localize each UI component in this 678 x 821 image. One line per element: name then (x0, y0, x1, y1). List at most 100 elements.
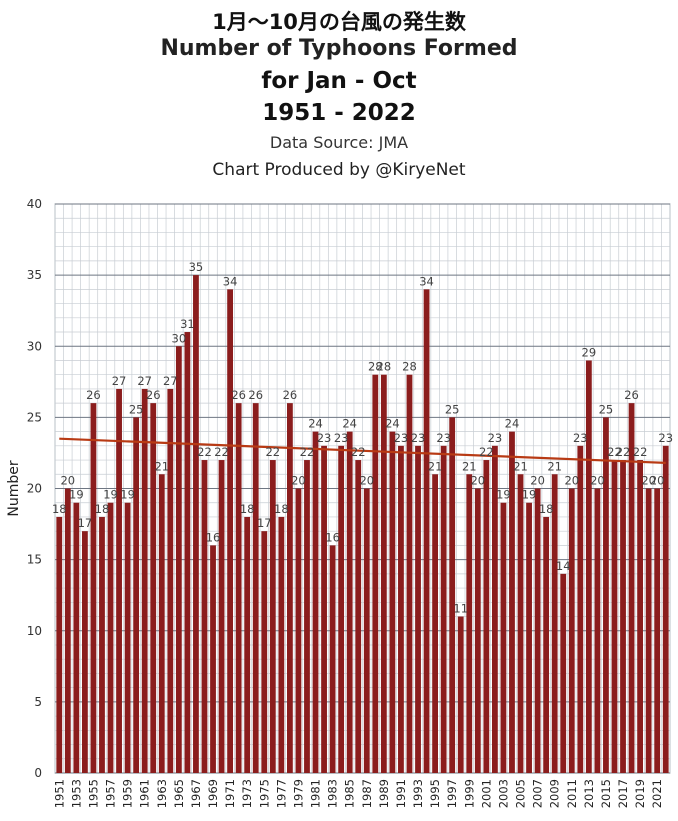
data-label: 22 (214, 445, 229, 459)
bar (244, 516, 251, 773)
bar (312, 431, 319, 773)
chart-subtitle-period: for Jan - Oct (261, 68, 417, 94)
data-label: 30 (172, 331, 187, 345)
x-tick-label: 1961 (138, 779, 152, 808)
x-tick-label: 1971 (223, 779, 237, 808)
bar (372, 374, 379, 773)
data-label: 22 (479, 445, 494, 459)
trend-line (59, 437, 666, 464)
bar (286, 403, 293, 773)
data-label: 28 (368, 360, 383, 374)
data-label: 26 (248, 388, 263, 402)
data-label: 24 (505, 417, 520, 431)
data-label: 22 (265, 445, 280, 459)
chart-subtitle-years: 1951 - 2022 (262, 100, 416, 126)
y-tick-label: 30 (27, 339, 42, 353)
x-tick-label: 2021 (650, 779, 664, 808)
data-label: 27 (137, 374, 152, 388)
x-tick-label: 1957 (104, 779, 118, 808)
bar (346, 431, 353, 773)
data-label: 24 (385, 417, 400, 431)
x-tick-label: 2005 (514, 779, 528, 808)
x-tick-label: 1995 (428, 779, 442, 808)
data-label: 18 (240, 502, 255, 516)
bar (534, 488, 541, 773)
bar (457, 616, 464, 773)
bar (406, 374, 413, 773)
bar (295, 488, 302, 773)
bar (440, 445, 447, 773)
bar (261, 531, 268, 773)
x-tick-label: 2007 (531, 779, 545, 808)
data-label: 20 (291, 474, 306, 488)
bar (398, 445, 404, 773)
data-label: 23 (317, 431, 332, 445)
x-tick-label: 1959 (121, 779, 135, 808)
data-label: 29 (582, 345, 597, 359)
data-label: 21 (462, 459, 477, 473)
data-label: 22 (300, 445, 315, 459)
x-tick-label: 1999 (462, 779, 476, 808)
x-tick-label: 1953 (69, 779, 83, 808)
data-label: 22 (351, 445, 366, 459)
bar (483, 460, 490, 773)
data-label: 28 (377, 360, 392, 374)
bar (99, 516, 105, 773)
x-tick-label: 1983 (326, 779, 340, 808)
data-label: 20 (590, 474, 605, 488)
bar (304, 460, 310, 773)
data-label: 23 (436, 431, 451, 445)
x-tick-label: 1977 (274, 779, 288, 808)
data-label: 19 (496, 488, 511, 502)
x-tick-label: 1993 (411, 779, 425, 808)
bar (167, 388, 174, 773)
data-label: 26 (86, 388, 101, 402)
bar (175, 346, 182, 773)
x-tick-label: 2013 (582, 779, 596, 808)
y-tick-label: 15 (27, 553, 42, 567)
x-tick-label: 1987 (360, 779, 374, 808)
bar (193, 275, 199, 773)
trend (59, 437, 666, 464)
data-label: 26 (231, 388, 246, 402)
data-label: 20 (564, 474, 579, 488)
bar (184, 332, 191, 773)
bar (551, 474, 558, 773)
x-tick-label: 2009 (548, 779, 562, 808)
data-label: 20 (530, 474, 545, 488)
data-label: 23 (394, 431, 409, 445)
data-label: 22 (633, 445, 648, 459)
y-tick-label: 25 (27, 410, 42, 424)
bar (201, 460, 208, 773)
data-label: 23 (411, 431, 426, 445)
bar (227, 289, 234, 773)
data-label: 21 (513, 459, 528, 473)
data-label: 19 (69, 488, 84, 502)
bar (133, 417, 140, 773)
data-label: 24 (342, 417, 357, 431)
data-label: 22 (197, 445, 212, 459)
chart-credit: Chart Produced by @KiryeNet (212, 160, 466, 180)
bar (415, 445, 421, 773)
data-label: 25 (129, 402, 144, 416)
x-tick-label: 1955 (86, 779, 100, 808)
data-label: 18 (539, 502, 554, 516)
data-label: 35 (189, 260, 204, 274)
x-tick-label: 1967 (189, 779, 203, 808)
data-label: 14 (556, 559, 571, 573)
data-label: 27 (112, 374, 127, 388)
bar (355, 460, 362, 773)
bar (491, 445, 498, 773)
bar (594, 488, 601, 773)
bar (338, 445, 345, 773)
data-label: 17 (257, 516, 272, 530)
y-tick-label: 20 (27, 482, 42, 496)
data-label: 22 (616, 445, 631, 459)
x-tick-label: 1963 (155, 779, 169, 808)
data-label: 19 (522, 488, 537, 502)
data-label: 23 (573, 431, 588, 445)
bar (141, 388, 148, 773)
chart-title: Number of Typhoons Formed (160, 36, 518, 61)
bar (380, 374, 387, 773)
data-label: 28 (402, 360, 417, 374)
